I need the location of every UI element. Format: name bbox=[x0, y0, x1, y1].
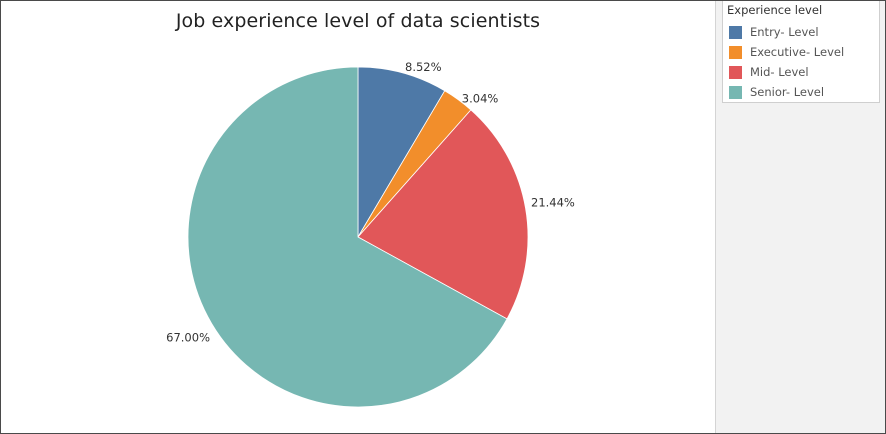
legend-item-label: Entry- Level bbox=[750, 25, 819, 39]
legend[interactable]: Experience level Entry- Level Executive- … bbox=[722, 1, 880, 103]
pie-slices bbox=[187, 66, 529, 408]
legend-swatch bbox=[729, 85, 742, 99]
legend-swatch bbox=[729, 45, 742, 59]
legend-item[interactable]: Entry- Level bbox=[729, 22, 844, 42]
legend-item[interactable]: Senior- Level bbox=[729, 82, 844, 102]
slice-label: 67.00% bbox=[166, 331, 210, 345]
slice-label: 21.44% bbox=[531, 196, 575, 210]
slice-label: 8.52% bbox=[405, 60, 442, 74]
legend-pane: Experience level Entry- Level Executive- … bbox=[716, 1, 885, 433]
legend-item-label: Mid- Level bbox=[750, 65, 809, 79]
legend-item-label: Executive- Level bbox=[750, 45, 845, 59]
pie-slice-senior-level[interactable] bbox=[187, 66, 508, 408]
pie-chart: 8.52% 3.04% 21.44% 67.00% bbox=[166, 60, 575, 408]
legend-swatch bbox=[729, 65, 742, 79]
legend-item-label: Senior- Level bbox=[750, 85, 825, 99]
legend-swatch bbox=[729, 25, 742, 39]
legend-title: Experience level bbox=[727, 3, 823, 17]
slice-label: 3.04% bbox=[462, 91, 499, 105]
chart-title: Job experience level of data scientists bbox=[175, 10, 541, 32]
legend-item[interactable]: Executive- Level bbox=[729, 42, 844, 62]
legend-item[interactable]: Mid- Level bbox=[729, 62, 844, 82]
chart-pane: Job experience level of data scientists … bbox=[1, 1, 716, 433]
pie-slice-entry-level[interactable] bbox=[357, 66, 446, 239]
pie-labels: 8.52% 3.04% 21.44% 67.00% bbox=[166, 60, 575, 345]
legend-list: Entry- Level Executive- Level Mid- Level Se… bbox=[729, 22, 844, 102]
pie-slice-mid-level[interactable] bbox=[357, 109, 529, 320]
